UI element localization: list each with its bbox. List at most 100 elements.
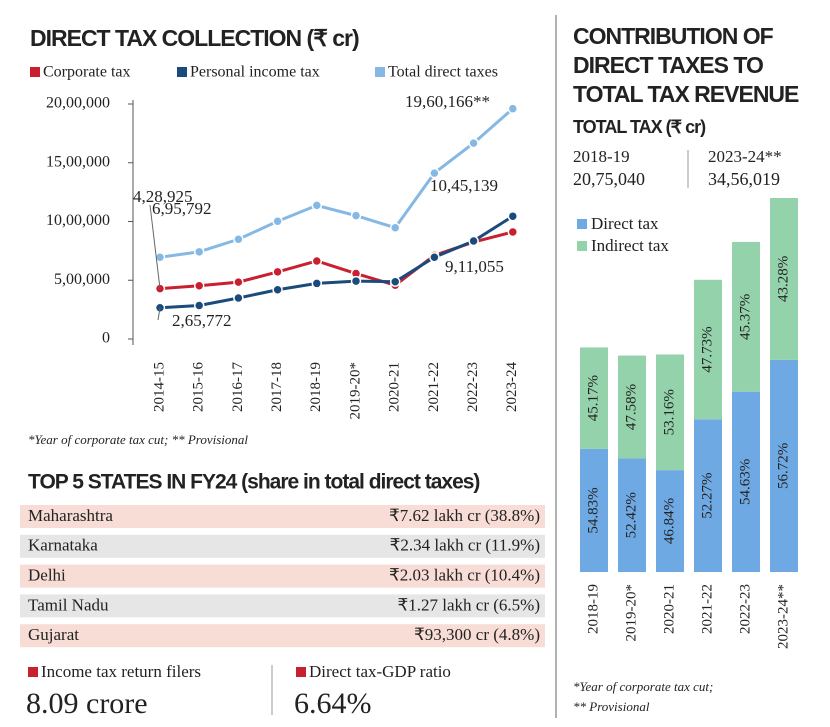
x-tick-label: 2021-22 <box>426 362 442 412</box>
line <box>159 214 514 310</box>
segment-label: 56.72% <box>775 443 791 489</box>
point <box>193 300 205 311</box>
segment-label: 47.58% <box>623 384 639 430</box>
state-value: ₹2.03 lakh cr (10.4%) <box>389 566 540 585</box>
table-title: TOP 5 STATES IN FY24 (share in total dir… <box>28 471 479 494</box>
point <box>350 275 362 287</box>
x-tick-label: 2016-17 <box>230 362 246 412</box>
point <box>233 276 244 288</box>
stat-value: 8.09 crore <box>26 687 148 720</box>
x-tick-label: 2020-21 <box>387 362 403 412</box>
data-label: 9,11,055 <box>445 257 504 276</box>
table-row <box>20 564 545 588</box>
data-label: 2,65,772 <box>172 311 232 330</box>
table-row <box>20 624 545 648</box>
legend-swatch <box>577 219 587 229</box>
line <box>159 107 514 259</box>
x-tick-label: 2021-22 <box>699 584 715 634</box>
segment-label: 46.84% <box>661 498 677 544</box>
y-tick-label: 10,00,000 <box>46 212 110 229</box>
x-tick-label: 2019-20* <box>347 362 363 420</box>
bar-segment <box>732 241 760 392</box>
state-name: Delhi <box>28 566 66 585</box>
bar-segment <box>732 391 760 572</box>
segment-label: 43.28% <box>775 256 791 302</box>
y-tick-label: 15,00,000 <box>46 153 110 170</box>
x-tick-label: 2022-23 <box>465 362 481 412</box>
legend-swatch <box>177 67 187 77</box>
bar-segment <box>618 355 646 459</box>
point <box>429 251 440 263</box>
total-year: 2018-19 <box>573 147 630 166</box>
chart-title: TOTAL TAX REVENUE <box>573 81 799 107</box>
point <box>468 137 479 149</box>
footnote: *Year of corporate tax cut; <box>573 679 713 694</box>
point <box>389 276 401 288</box>
bar-segment <box>618 458 646 572</box>
legend-label: Direct tax <box>591 214 659 233</box>
x-tick-label: 2023-24** <box>775 584 791 649</box>
bar-segment <box>580 347 608 449</box>
bar-segment <box>770 198 798 360</box>
legend-label: Corporate tax <box>43 64 131 81</box>
chart-title: DIRECT TAX COLLECTION (₹ cr) <box>30 25 359 51</box>
segment-label: 53.16% <box>661 389 677 435</box>
point <box>389 222 401 233</box>
legend-swatch <box>375 67 385 77</box>
x-tick-label: 2019-20* <box>623 584 639 642</box>
stat-marker <box>28 667 38 677</box>
point <box>272 284 283 296</box>
stat-marker <box>296 667 306 677</box>
x-tick-label: 2015-16 <box>191 362 207 412</box>
segment-label: 52.27% <box>699 473 715 519</box>
stat-value: 6.64% <box>294 687 372 720</box>
point <box>311 200 323 211</box>
x-tick-label: 2014-15 <box>151 362 167 412</box>
x-tick-label: 2018-19 <box>308 362 324 412</box>
x-tick-label: 2017-18 <box>269 362 285 412</box>
point <box>272 266 283 278</box>
segment-label: 45.17% <box>585 375 601 421</box>
total-value: 20,75,040 <box>573 169 645 189</box>
state-value: ₹93,300 cr (4.8%) <box>414 625 540 644</box>
table-row <box>20 594 545 618</box>
point <box>311 255 323 267</box>
bar-segment <box>580 448 608 572</box>
bar-segment <box>656 354 684 471</box>
total-year: 2023-24** <box>708 147 782 166</box>
y-tick-label: 0 <box>102 330 110 347</box>
bar-segment <box>770 359 798 572</box>
leader-line <box>157 307 161 321</box>
point <box>193 280 205 292</box>
stat-label: Direct tax-GDP ratio <box>309 662 451 681</box>
leader-line <box>149 204 161 289</box>
state-name: Karnataka <box>28 536 98 555</box>
footnote: *Year of corporate tax cut; ** Provision… <box>28 432 248 447</box>
state-value: ₹2.34 lakh cr (11.9%) <box>390 536 540 555</box>
point <box>507 226 519 238</box>
legend-swatch <box>30 67 40 77</box>
data-label: 10,45,139 <box>430 176 498 195</box>
total-value: 34,56,019 <box>708 169 780 189</box>
point <box>350 210 362 221</box>
legend-swatch <box>577 241 587 251</box>
state-name: Gujarat <box>28 625 79 644</box>
point <box>233 233 244 245</box>
footnote: ** Provisional <box>573 699 650 714</box>
point <box>468 235 479 247</box>
segment-label: 47.73% <box>699 326 715 372</box>
data-label: 6,95,792 <box>152 199 212 218</box>
bar-segment <box>694 279 722 420</box>
bar-segment <box>656 470 684 572</box>
chart-title: CONTRIBUTION OF <box>573 23 774 49</box>
point <box>507 103 519 114</box>
point <box>311 278 323 289</box>
segment-label: 52.42% <box>623 492 639 538</box>
y-tick-label: 5,00,000 <box>54 271 110 288</box>
x-tick-label: 2020-21 <box>661 584 677 634</box>
legend-label: Indirect tax <box>591 236 669 255</box>
segment-label: 54.83% <box>585 487 601 533</box>
x-tick-label: 2022-23 <box>737 584 753 634</box>
stat-label: Income tax return filers <box>41 662 201 681</box>
point <box>154 251 166 263</box>
